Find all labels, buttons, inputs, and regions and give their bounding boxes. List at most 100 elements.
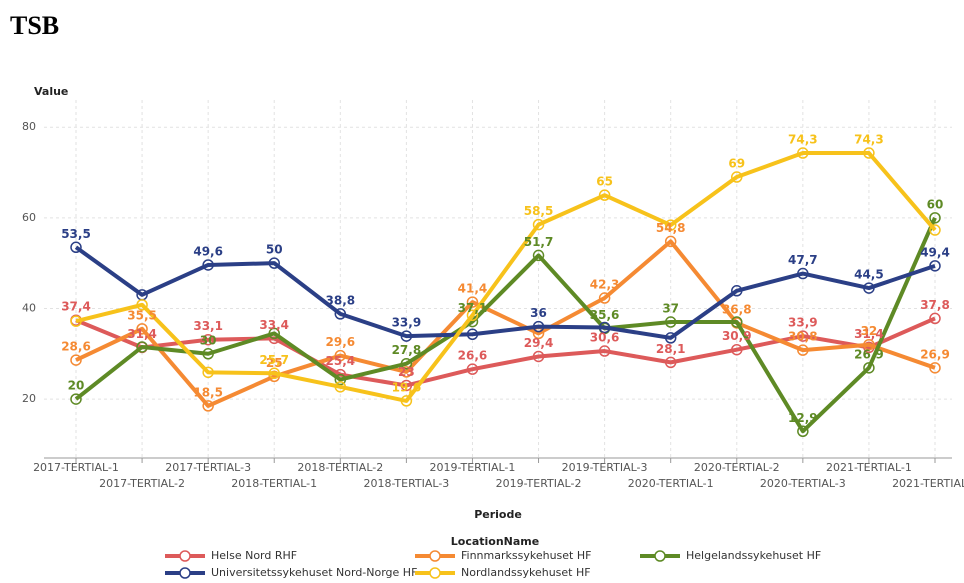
- point: [70, 315, 82, 327]
- point: [797, 147, 809, 159]
- point: [400, 395, 413, 407]
- point: [731, 285, 743, 297]
- x-tick-label: 2019-TERTIAL-3: [562, 461, 648, 474]
- value-label: 37,4: [61, 300, 91, 314]
- value-label: 31,4: [127, 327, 157, 341]
- value-label: 25,4: [326, 354, 356, 368]
- point: [70, 241, 82, 254]
- value-label: 38,8: [326, 293, 356, 307]
- point: [136, 299, 148, 311]
- point: [532, 320, 545, 333]
- point: [202, 366, 214, 379]
- value-label: 19,6: [392, 380, 422, 394]
- series-line: [75, 239, 936, 408]
- value-label: 31,4: [854, 327, 884, 341]
- x-tick-label: 2017-TERTIAL-3: [165, 461, 251, 474]
- point: [731, 343, 743, 356]
- legend-marker: [429, 550, 441, 562]
- value-label: 26,9: [854, 347, 884, 361]
- value-label: 74,3: [788, 133, 818, 147]
- point: [664, 356, 677, 369]
- value-label: 69: [728, 157, 745, 171]
- value-label: 33,1: [193, 319, 223, 333]
- value-label: 37,8: [920, 298, 950, 312]
- value-label: 53,5: [61, 227, 91, 241]
- value-label: 28,1: [656, 342, 686, 356]
- legend-label: Nordlandssykehuset HF: [461, 566, 591, 579]
- value-label: 25,7: [259, 353, 289, 367]
- point: [202, 400, 214, 412]
- point: [929, 362, 941, 374]
- point: [202, 348, 214, 360]
- point: [863, 362, 875, 374]
- value-label: 29,6: [326, 335, 356, 349]
- value-label: 42,3: [590, 278, 620, 292]
- point: [731, 171, 743, 183]
- point: [664, 316, 677, 328]
- point: [334, 349, 347, 362]
- series-line: [74, 245, 936, 340]
- point: [466, 296, 479, 308]
- legend-marker: [179, 550, 191, 562]
- x-tick-label: 2017-TERTIAL-1: [33, 461, 119, 474]
- point: [466, 363, 479, 375]
- value-label: 65: [596, 175, 613, 189]
- point: [400, 330, 413, 342]
- point: [400, 379, 413, 392]
- value-label: 44,5: [854, 268, 884, 282]
- point: [136, 341, 148, 353]
- x-tick-label: 2018-TERTIAL-1: [231, 477, 317, 490]
- point: [797, 330, 809, 342]
- legend-title: LocationName: [451, 535, 539, 548]
- point: [797, 267, 809, 280]
- value-label: 35,5: [127, 308, 157, 322]
- point: [929, 312, 941, 325]
- point: [797, 344, 809, 356]
- value-label: 58,5: [524, 204, 554, 218]
- point: [268, 257, 280, 269]
- legend-label: Helgelandssykehuset HF: [686, 549, 821, 562]
- x-tick-label: 2019-TERTIAL-1: [430, 461, 516, 474]
- legend-marker: [654, 550, 666, 562]
- point: [598, 189, 611, 201]
- value-label: 33,9: [788, 316, 818, 330]
- point: [532, 218, 545, 231]
- point: [466, 309, 479, 322]
- value-label: 50: [266, 243, 283, 257]
- value-label: 23: [398, 365, 415, 379]
- legend-label: Universitetssykehuset Nord-Norge HF: [211, 566, 417, 579]
- x-tick-label: 2018-TERTIAL-2: [297, 461, 383, 474]
- x-tick-label: 2018-TERTIAL-3: [363, 477, 449, 490]
- value-label: 49,6: [193, 244, 223, 258]
- point: [202, 333, 214, 346]
- point: [268, 327, 280, 340]
- x-tick-label: 2017-TERTIAL-2: [99, 477, 185, 490]
- point: [70, 354, 82, 366]
- point: [731, 316, 743, 328]
- value-label: 30: [200, 333, 217, 347]
- value-label: 20: [68, 379, 85, 393]
- y-axis-label: Value: [34, 85, 68, 98]
- point: [400, 366, 413, 378]
- legend-label: Finnmarkssykehuset HF: [461, 549, 591, 562]
- point: [598, 292, 611, 304]
- value-label: 27,8: [392, 343, 422, 357]
- x-tick-label: 2021-TERTIAL-1: [826, 461, 912, 474]
- value-label: 41,4: [458, 282, 488, 296]
- value-label: 37,1: [458, 301, 488, 315]
- y-tick-label: 60: [22, 211, 36, 224]
- value-label: 37: [662, 302, 679, 316]
- value-label: 51,7: [524, 235, 554, 249]
- point: [202, 259, 214, 271]
- point: [929, 224, 941, 236]
- legend-label: Helse Nord RHF: [211, 549, 297, 562]
- x-tick-label: 2021-TERTIAL-2: [892, 477, 964, 490]
- point: [598, 321, 611, 334]
- legend-marker: [429, 567, 441, 579]
- y-tick-label: 20: [22, 392, 36, 405]
- x-axis-label: Periode: [474, 508, 522, 521]
- value-label: 74,3: [854, 133, 884, 147]
- y-tick-label: 40: [22, 301, 36, 314]
- point: [797, 425, 809, 438]
